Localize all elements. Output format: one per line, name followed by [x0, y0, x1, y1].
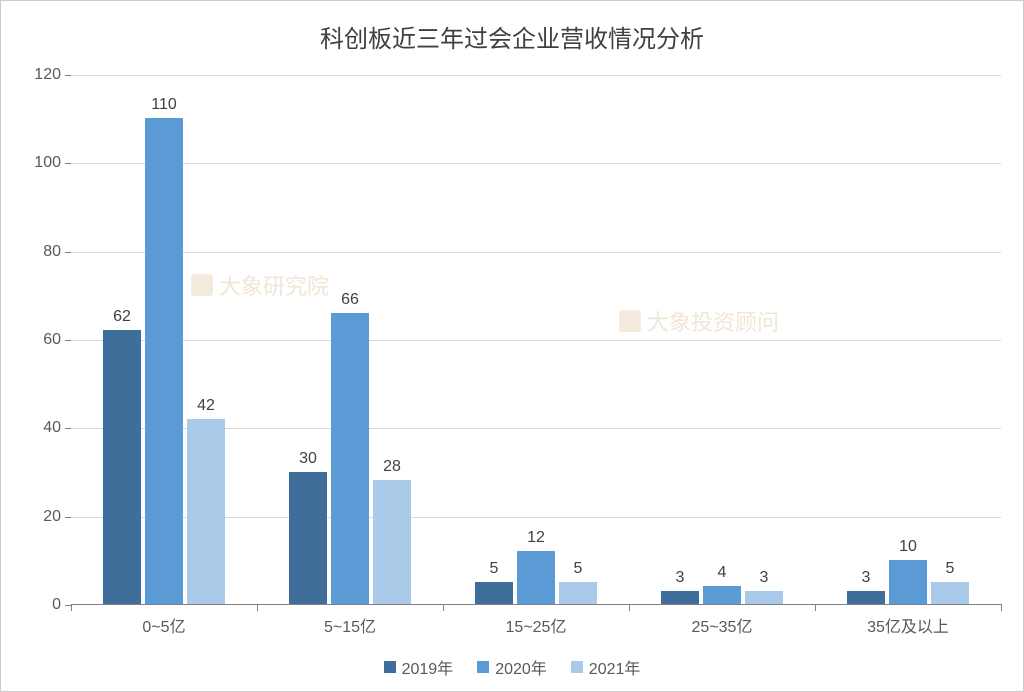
bar: 42	[187, 419, 225, 605]
bar: 62	[103, 330, 141, 604]
bar: 3	[661, 591, 699, 604]
chart-container: 科创板近三年过会企业营收情况分析 02040608010012062110420…	[0, 0, 1024, 692]
bar: 5	[475, 582, 513, 604]
legend-item: 2021年	[571, 655, 641, 679]
bar-value-label: 4	[718, 564, 727, 582]
x-axis-label: 25~35亿	[629, 613, 815, 637]
bar: 5	[559, 582, 597, 604]
y-axis-label: 120	[21, 66, 61, 84]
legend-label: 2019年	[402, 655, 454, 679]
bar-value-label: 3	[760, 569, 769, 587]
legend: 2019年 2020年 2021年	[1, 655, 1023, 679]
bar: 12	[517, 551, 555, 604]
bar: 110	[145, 118, 183, 604]
x-axis-label: 5~15亿	[257, 613, 443, 637]
gridline	[71, 340, 1001, 341]
y-tick	[65, 340, 71, 341]
bar-value-label: 28	[383, 458, 401, 476]
y-axis-label: 60	[21, 331, 61, 349]
x-tick	[71, 604, 72, 611]
x-tick	[629, 604, 630, 611]
bar-value-label: 5	[946, 560, 955, 578]
y-tick	[65, 163, 71, 164]
y-axis-label: 40	[21, 419, 61, 437]
y-tick	[65, 428, 71, 429]
bar: 3	[745, 591, 783, 604]
bar-value-label: 3	[862, 569, 871, 587]
bar-value-label: 5	[490, 560, 499, 578]
bar: 30	[289, 472, 327, 605]
gridline	[71, 163, 1001, 164]
legend-label: 2021年	[589, 655, 641, 679]
bar-value-label: 42	[197, 397, 215, 415]
bar: 10	[889, 560, 927, 604]
bar: 66	[331, 313, 369, 605]
y-tick	[65, 75, 71, 76]
bar: 28	[373, 480, 411, 604]
bar-value-label: 30	[299, 450, 317, 468]
x-axis-label: 35亿及以上	[815, 613, 1001, 637]
x-axis-label: 0~5亿	[71, 613, 257, 637]
bar: 5	[931, 582, 969, 604]
bar-value-label: 62	[113, 308, 131, 326]
gridline	[71, 75, 1001, 76]
legend-item: 2020年	[477, 655, 547, 679]
legend-item: 2019年	[384, 655, 454, 679]
y-axis-label: 20	[21, 508, 61, 526]
x-axis-label: 15~25亿	[443, 613, 629, 637]
chart-title: 科创板近三年过会企业营收情况分析	[1, 19, 1023, 54]
y-axis-label: 0	[21, 596, 61, 614]
x-tick	[815, 604, 816, 611]
y-tick	[65, 252, 71, 253]
x-tick	[1001, 604, 1002, 611]
bar-value-label: 10	[899, 538, 917, 556]
bar-value-label: 5	[574, 560, 583, 578]
legend-swatch	[571, 661, 583, 673]
y-axis-label: 80	[21, 243, 61, 261]
y-axis-label: 100	[21, 154, 61, 172]
y-tick	[65, 517, 71, 518]
gridline	[71, 252, 1001, 253]
bar-value-label: 3	[676, 569, 685, 587]
bar: 3	[847, 591, 885, 604]
plot-area: 02040608010012062110420~5亿3066285~15亿512…	[71, 75, 1001, 605]
legend-label: 2020年	[495, 655, 547, 679]
legend-swatch	[384, 661, 396, 673]
bar: 4	[703, 586, 741, 604]
x-tick	[443, 604, 444, 611]
bar-value-label: 110	[151, 96, 177, 114]
bar-value-label: 12	[527, 529, 545, 547]
legend-swatch	[477, 661, 489, 673]
x-tick	[257, 604, 258, 611]
bar-value-label: 66	[341, 291, 359, 309]
